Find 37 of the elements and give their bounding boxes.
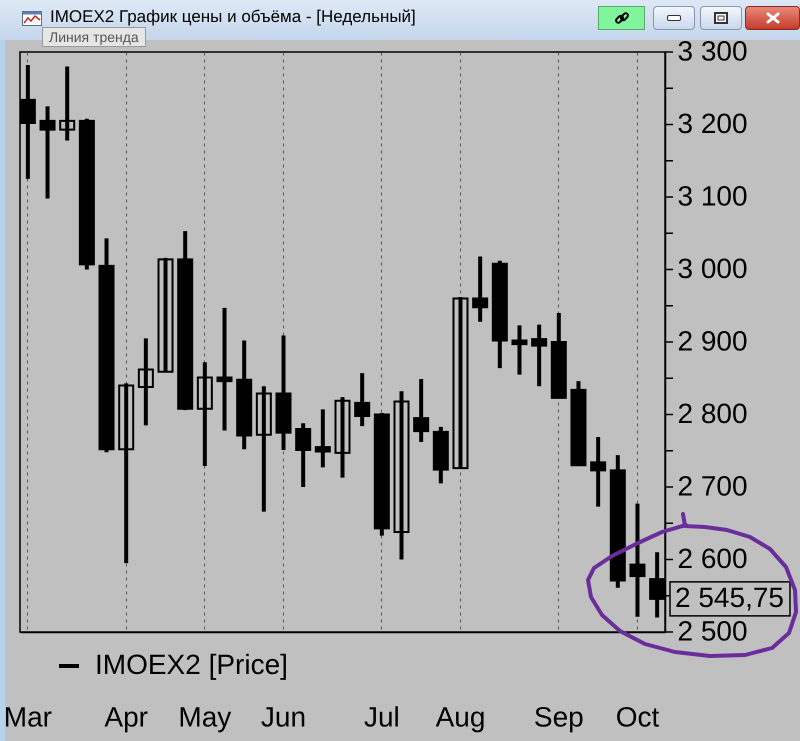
x-tick-label: Sep [534, 702, 584, 732]
candlestick [118, 383, 134, 564]
candlestick [40, 106, 56, 198]
candlestick [334, 397, 350, 478]
y-tick-label: 2 700 [678, 470, 748, 502]
candlestick [196, 362, 213, 466]
y-tick-label: 3 100 [678, 180, 748, 212]
candlestick [511, 325, 528, 375]
y-tick-label: 3 300 [678, 36, 748, 66]
x-tick-label: Jun [260, 702, 306, 732]
x-tick-label: Mar [4, 702, 52, 732]
text: Линия тренда [42, 27, 146, 47]
y-tick-label: 3 200 [678, 108, 748, 139]
candlestick [354, 373, 370, 426]
candlestick [295, 423, 312, 487]
chart-title: IMOEX2 График цены и объёма - [Недельный] [50, 7, 416, 27]
x-tick-label: Jul [364, 702, 400, 732]
candlestick [59, 66, 76, 140]
candlestick [314, 409, 331, 468]
candlestick [531, 324, 548, 386]
candlestick [393, 391, 410, 560]
x-tick-label: Apr [104, 702, 148, 732]
legend-label: IMOEX2 [Price] [95, 649, 288, 680]
candlestick [590, 436, 606, 507]
candlestick [158, 258, 174, 373]
x-tick-label: May [178, 702, 232, 732]
candlestick [138, 338, 154, 426]
candlestick [452, 297, 468, 470]
x-tick-label: Aug [436, 702, 486, 732]
candlestick [256, 386, 272, 512]
candlestick [413, 378, 430, 442]
y-tick-label: 3 000 [678, 253, 748, 284]
y-tick-label: 2 900 [678, 326, 748, 356]
y-tick-label: 2 800 [678, 398, 748, 429]
candlestick [216, 308, 233, 430]
x-tick-label: Oct [616, 702, 660, 732]
candlestick [472, 256, 488, 322]
